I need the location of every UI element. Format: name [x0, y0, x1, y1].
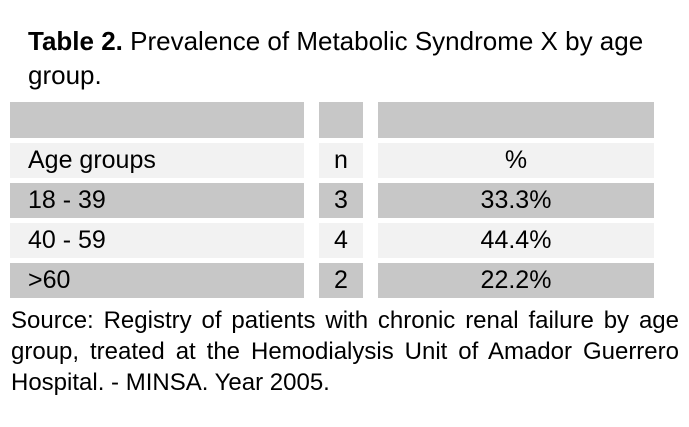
table-top-band-cell — [10, 102, 304, 138]
cell-percent: 33.3% — [378, 183, 654, 218]
column-header-n: n — [319, 143, 363, 178]
table-top-band-cell — [319, 102, 363, 138]
cell-percent: 44.4% — [378, 223, 654, 258]
cell-n: 2 — [319, 263, 363, 298]
cell-age-group: >60 — [10, 263, 304, 298]
column-header-age-groups: Age groups — [10, 143, 304, 178]
cell-age-group: 40 - 59 — [10, 223, 304, 258]
table-top-band-cell — [378, 102, 654, 138]
cell-n: 4 — [319, 223, 363, 258]
prevalence-table: Age groups n % 18 - 39 3 33.3% 40 - 59 4… — [10, 102, 654, 298]
cell-n: 3 — [319, 183, 363, 218]
cell-percent: 22.2% — [378, 263, 654, 298]
cell-age-group: 18 - 39 — [10, 183, 304, 218]
table-caption-label: Table 2. — [28, 26, 123, 56]
column-header-percent: % — [378, 143, 654, 178]
source-note: Source: Registry of patients with chroni… — [11, 307, 679, 396]
table-caption-text: Prevalence of Metabolic Syndrome X by ag… — [28, 26, 644, 90]
table-caption: Table 2. Prevalence of Metabolic Syndrom… — [28, 24, 660, 92]
